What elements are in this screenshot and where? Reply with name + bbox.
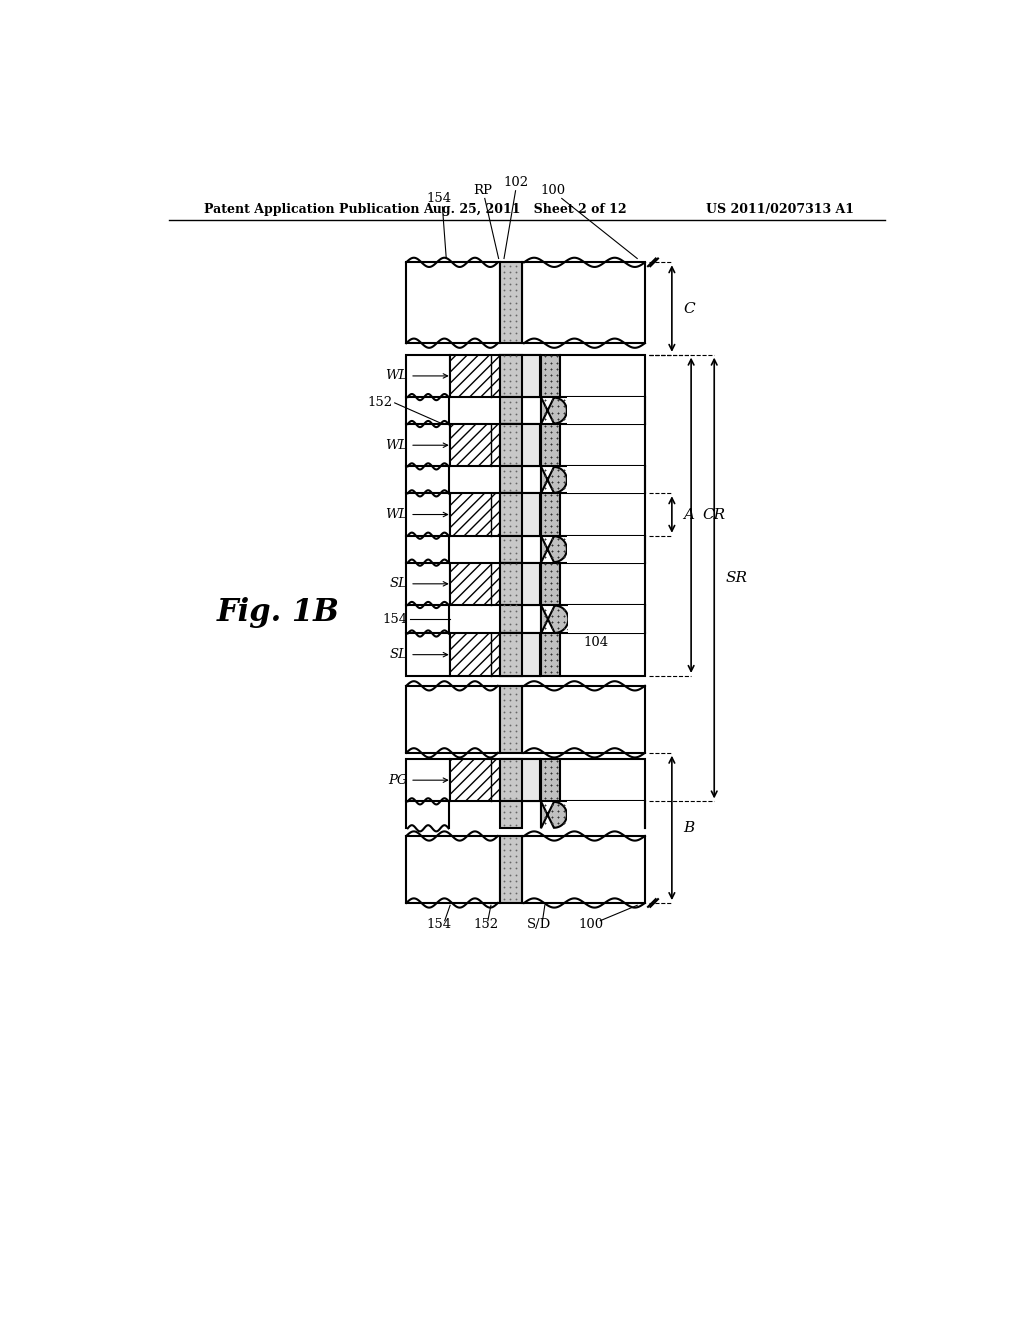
Text: 104: 104 [584, 636, 608, 649]
Bar [407, 263, 500, 343]
Polygon shape [541, 605, 568, 634]
Bar [567, 466, 645, 494]
Bar [560, 759, 645, 801]
Text: 152: 152 [474, 917, 499, 931]
Bar [567, 397, 645, 424]
Bar [541, 494, 560, 536]
Text: A: A [683, 507, 694, 521]
Text: Aug. 25, 2011   Sheet 2 of 12: Aug. 25, 2011 Sheet 2 of 12 [423, 203, 627, 216]
Text: SR: SR [726, 572, 748, 585]
Bar [500, 686, 521, 752]
Bar [500, 494, 541, 536]
Bar [500, 836, 521, 903]
Bar [560, 424, 645, 466]
Polygon shape [541, 397, 567, 424]
Bar [407, 605, 645, 634]
Text: 154: 154 [426, 191, 452, 205]
Bar [407, 494, 451, 536]
Bar [541, 424, 560, 466]
Bar [451, 355, 541, 397]
Bar [521, 836, 645, 903]
Bar [500, 634, 541, 676]
Bar [500, 562, 521, 605]
Bar [500, 605, 521, 634]
Text: 102: 102 [503, 176, 528, 189]
Bar [500, 355, 521, 397]
Text: S/D: S/D [526, 917, 551, 931]
Bar [500, 801, 521, 829]
Bar [541, 634, 560, 676]
Polygon shape [541, 466, 567, 494]
Bar [521, 263, 645, 343]
Text: 154: 154 [426, 917, 452, 931]
Text: 100: 100 [540, 183, 565, 197]
Bar [407, 759, 451, 801]
Bar [407, 536, 645, 562]
Text: Fig. 1B: Fig. 1B [217, 597, 340, 628]
Text: B: B [683, 821, 694, 836]
Bar [560, 355, 645, 397]
Polygon shape [541, 536, 567, 562]
Bar [500, 494, 521, 536]
Text: SL: SL [390, 577, 408, 590]
Bar [560, 494, 645, 536]
Bar [500, 536, 521, 562]
Bar [500, 424, 541, 466]
Bar [568, 605, 645, 634]
Text: PG: PG [388, 774, 408, 787]
Text: Patent Application Publication: Patent Application Publication [204, 203, 419, 216]
Bar [541, 355, 560, 397]
Bar [560, 634, 645, 676]
Bar [500, 397, 521, 424]
Bar [541, 759, 560, 801]
Bar [500, 355, 541, 397]
Text: WL: WL [385, 438, 408, 451]
Bar [407, 355, 451, 397]
Bar [407, 562, 451, 605]
Bar [407, 836, 500, 903]
Text: S/D: S/D [599, 404, 623, 417]
Text: US 2011/0207313 A1: US 2011/0207313 A1 [707, 203, 854, 216]
Bar [451, 494, 541, 536]
Text: 100: 100 [579, 917, 603, 931]
Bar [451, 562, 541, 605]
Bar [407, 686, 500, 752]
Bar [500, 634, 521, 676]
Bar [500, 759, 521, 801]
Bar [407, 801, 645, 829]
Bar [500, 466, 521, 494]
Bar [500, 562, 541, 605]
Bar [567, 801, 645, 829]
Text: 154: 154 [383, 612, 408, 626]
Text: RP: RP [474, 183, 493, 197]
Bar [560, 562, 645, 605]
Bar [451, 424, 541, 466]
Bar [521, 686, 645, 752]
Bar [407, 397, 645, 424]
Bar [500, 263, 521, 343]
Text: SL: SL [390, 648, 408, 661]
Bar [541, 562, 560, 605]
Bar [500, 759, 541, 801]
Bar [407, 634, 451, 676]
Bar [500, 424, 521, 466]
Bar [451, 634, 541, 676]
Text: CR: CR [702, 508, 726, 523]
Polygon shape [541, 801, 567, 829]
Bar [451, 759, 541, 801]
Bar [567, 536, 645, 562]
Bar [407, 466, 645, 494]
Text: WL: WL [385, 508, 408, 521]
Text: C: C [683, 301, 695, 315]
Bar [407, 424, 451, 466]
Text: WL: WL [385, 370, 408, 383]
Text: 152: 152 [368, 396, 392, 409]
